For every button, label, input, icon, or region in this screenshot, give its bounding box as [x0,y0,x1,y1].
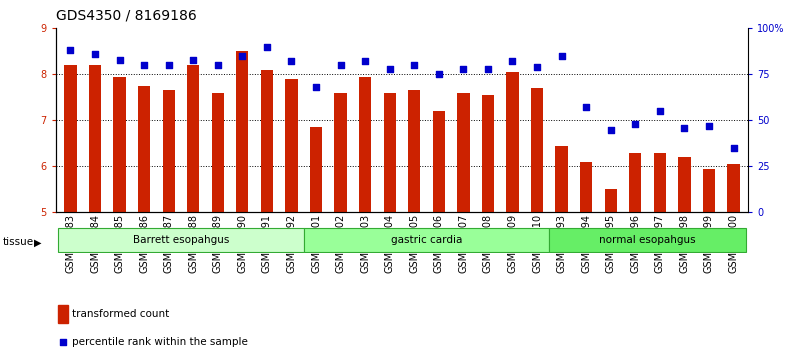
Point [703,123,716,129]
Bar [384,93,396,212]
Bar [506,72,519,212]
Bar [310,127,322,212]
Point [187,57,200,62]
Bar [580,162,592,212]
Bar [703,169,715,212]
Bar [89,65,101,212]
Point [506,59,519,64]
Bar [64,65,76,212]
Bar [334,93,347,212]
Point [88,51,101,57]
Bar [629,153,642,212]
Point [236,53,248,59]
Bar [359,77,371,212]
Bar [556,146,568,212]
Bar [162,91,175,212]
Point [531,64,544,70]
FancyBboxPatch shape [58,228,304,252]
Point [260,44,273,50]
Point [408,62,420,68]
Point [113,57,126,62]
Bar [408,91,420,212]
Bar [138,86,150,212]
Bar [482,95,494,212]
Point [654,108,666,114]
Point [482,66,494,72]
Point [678,125,691,131]
Text: normal esopahgus: normal esopahgus [599,235,696,245]
Text: tissue: tissue [3,238,34,247]
Point [162,62,175,68]
Point [64,47,77,53]
Bar [654,153,666,212]
Bar [285,79,298,212]
Point [556,53,568,59]
Text: Barrett esopahgus: Barrett esopahgus [133,235,229,245]
Bar [212,93,224,212]
Bar [261,70,273,212]
Bar [236,51,248,212]
Bar [58,305,68,323]
Point [212,62,224,68]
Bar [433,111,445,212]
Point [579,105,592,110]
Text: GDS4350 / 8169186: GDS4350 / 8169186 [56,9,197,23]
Point [432,72,445,77]
Bar [678,157,690,212]
Point [334,62,347,68]
Point [384,66,396,72]
Point [359,59,372,64]
Text: gastric cardia: gastric cardia [391,235,462,245]
Point [138,62,150,68]
Bar [605,189,617,212]
Bar [457,93,470,212]
Point [727,145,739,151]
Bar [728,164,739,212]
Text: transformed count: transformed count [72,309,170,319]
Bar [113,77,126,212]
Point [604,127,617,132]
Bar [187,65,199,212]
Point [457,66,470,72]
Text: percentile rank within the sample: percentile rank within the sample [72,337,248,347]
Point [285,59,298,64]
Bar [531,88,543,212]
Point [332,210,345,215]
FancyBboxPatch shape [549,228,746,252]
Point [629,121,642,127]
FancyBboxPatch shape [304,228,549,252]
Text: ▶: ▶ [34,238,41,247]
Point [310,84,322,90]
